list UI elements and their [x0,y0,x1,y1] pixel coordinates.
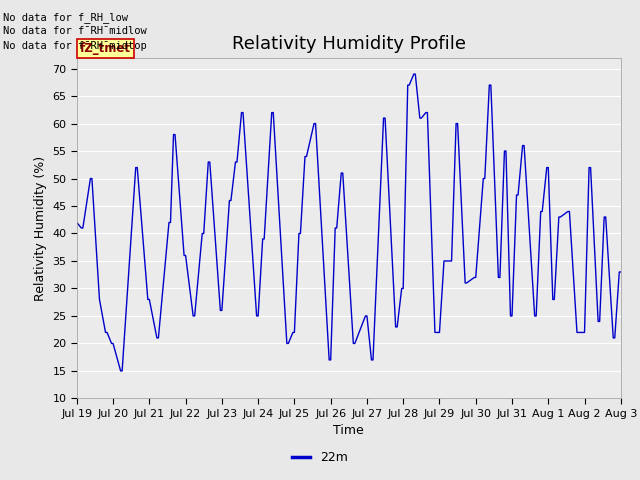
Title: Relativity Humidity Profile: Relativity Humidity Profile [232,35,466,53]
Legend: 22m: 22m [287,446,353,469]
Text: No data for f¯RH¯midlow: No data for f¯RH¯midlow [3,26,147,36]
Text: fZ_tmet: fZ_tmet [79,42,131,55]
Text: No data for f_RH_low: No data for f_RH_low [3,12,128,23]
X-axis label: Time: Time [333,424,364,437]
Text: No data for f¯RH¯midtop: No data for f¯RH¯midtop [3,41,147,51]
Y-axis label: Relativity Humidity (%): Relativity Humidity (%) [34,156,47,300]
